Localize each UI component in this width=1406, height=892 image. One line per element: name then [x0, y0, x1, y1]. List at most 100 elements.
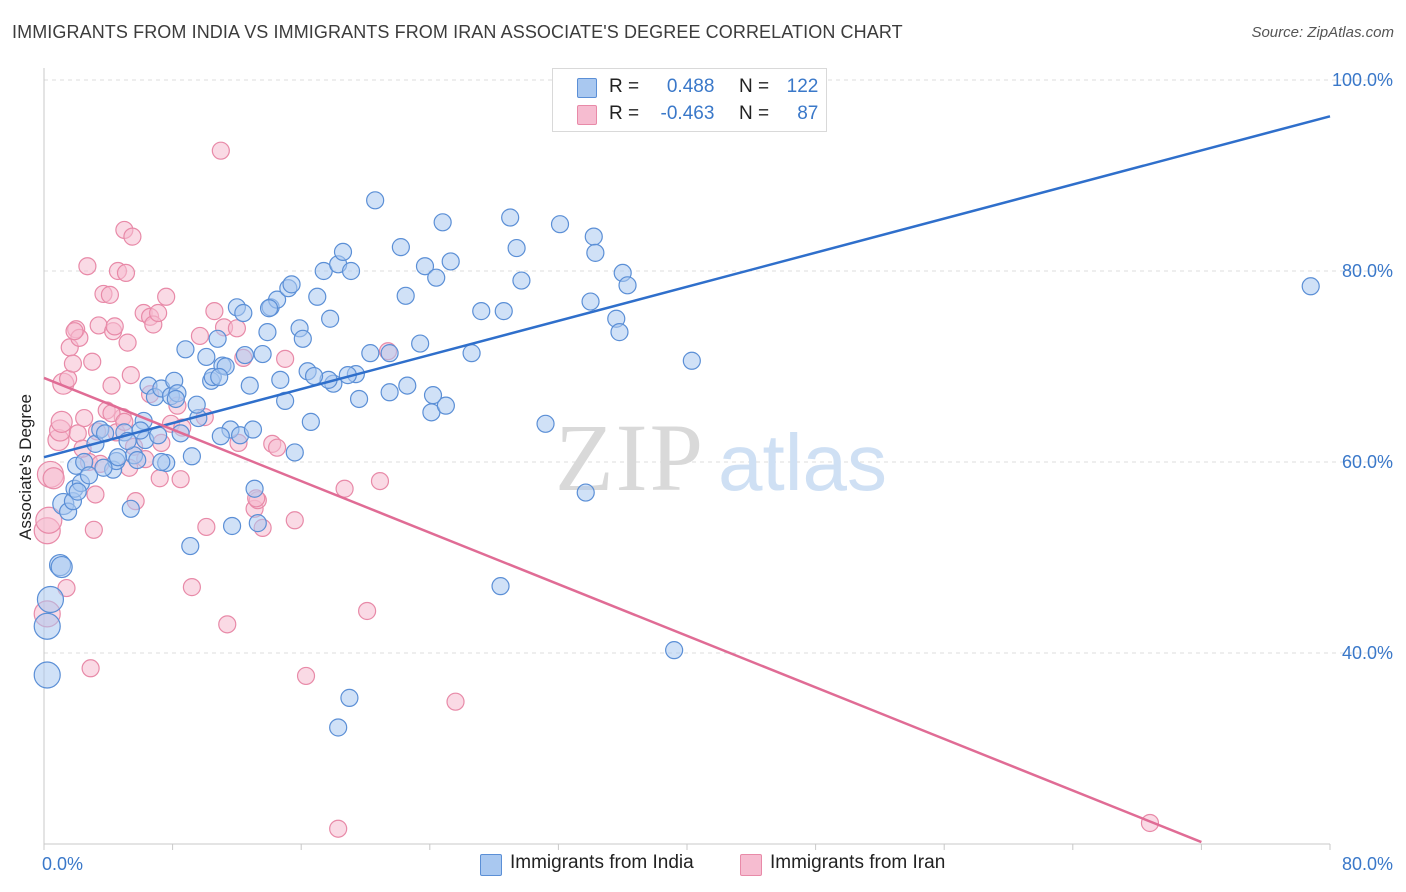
iran-point-19: [81, 659, 100, 678]
india-point-65: [321, 309, 340, 328]
iran-point-68: [285, 511, 304, 530]
india-point-57: [282, 275, 301, 294]
india-point-87: [494, 302, 513, 321]
correlation-legend: R = 0.488 N = 122 R = -0.463 N = 87: [552, 68, 827, 132]
india-point-104: [243, 420, 263, 439]
india-point-32: [176, 340, 195, 359]
iran-point-28: [102, 376, 121, 395]
iran-point-57: [211, 141, 230, 160]
iran-point-66: [267, 438, 287, 457]
iran-point-47: [150, 469, 169, 488]
india-point-78: [415, 257, 435, 276]
y-axis-label: Associate's Degree: [16, 394, 35, 540]
legend-swatch-india: [577, 78, 597, 98]
y-tick-label-2: 80.0%: [1342, 261, 1393, 281]
india-point-50: [253, 344, 272, 364]
iran-series: [33, 141, 1160, 838]
y-tick-label-1: 60.0%: [1342, 452, 1393, 472]
iran-point-59: [218, 615, 237, 634]
india-point-83: [441, 252, 460, 271]
india-point-94: [581, 292, 600, 311]
india-point-89: [507, 238, 526, 258]
iran-point-75: [446, 692, 465, 711]
x-tick-label-0: 0.0%: [42, 854, 83, 874]
iran-point-17: [78, 257, 97, 276]
iran-point-69: [296, 666, 316, 686]
iran-point-70: [329, 819, 348, 838]
iran-point-22: [86, 485, 105, 504]
iran-point-9: [57, 578, 76, 598]
india-point-88: [501, 208, 520, 227]
india-point-120: [187, 395, 206, 414]
india-point-98: [610, 323, 629, 342]
india-series: [33, 191, 1320, 737]
iran-point-46: [149, 303, 168, 323]
india-point-47: [240, 376, 259, 395]
iran-point-73: [370, 472, 390, 491]
iran-point-71: [335, 479, 354, 498]
india-point-33: [181, 536, 200, 556]
india-point-121: [152, 452, 171, 472]
iran-point-54: [190, 326, 210, 346]
iran-point-53: [182, 578, 201, 597]
india-point-101: [665, 641, 684, 660]
india-point-111: [94, 458, 113, 477]
bottom-legend-swatch-india: [480, 854, 502, 876]
india-point-36: [197, 347, 216, 367]
india-point-93: [576, 483, 595, 502]
india-point-125: [329, 718, 348, 737]
india-point-118: [423, 386, 443, 405]
india-point-92: [550, 215, 570, 234]
india-point-105: [380, 344, 399, 363]
iran-point-16: [75, 408, 94, 428]
india-point-62: [301, 412, 320, 431]
x-tick-label-1: 80.0%: [1342, 854, 1393, 874]
india-point-68: [333, 242, 353, 261]
india-point-113: [210, 367, 229, 387]
india-point-109: [68, 482, 87, 501]
trendlines: [43, 115, 1331, 844]
india-point-108: [108, 448, 128, 467]
iran-point-67: [276, 349, 295, 368]
india-point-103: [1301, 277, 1320, 296]
india-point-1: [33, 612, 61, 640]
india-point-72: [361, 344, 380, 363]
legend-iran-n-label: N =: [738, 103, 770, 124]
legend-iran-r-value: -0.463: [660, 103, 715, 124]
india-point-63: [308, 287, 327, 306]
india-point-54: [271, 370, 290, 389]
y-tick-label-3: 100.0%: [1332, 70, 1393, 90]
india-point-48: [245, 479, 264, 498]
india-point-84: [462, 344, 481, 363]
india-point-71: [349, 389, 369, 409]
india-point-110: [50, 555, 73, 579]
india-point-102: [682, 351, 701, 370]
iran-point-36: [118, 333, 137, 352]
iran-point-21: [84, 520, 103, 539]
iran-point-7: [50, 410, 73, 433]
india-point-43: [222, 516, 242, 536]
india-point-123: [340, 688, 359, 707]
iran-point-60: [227, 319, 246, 338]
india-point-69: [341, 261, 361, 281]
india-point-60: [293, 329, 312, 348]
iran-point-2: [35, 506, 63, 534]
bottom-legend-india-label: Immigrants from India: [510, 852, 694, 873]
legend-india-n-value: 122: [786, 76, 819, 97]
india-point-75: [391, 238, 410, 257]
india-point-20: [128, 450, 147, 470]
legend-iran-n-value: 87: [797, 103, 819, 124]
legend-iran-r-label: R =: [609, 103, 640, 124]
iran-point-55: [197, 517, 216, 537]
iran-point-14: [68, 424, 87, 443]
india-point-107: [166, 389, 185, 409]
india-point-74: [380, 383, 399, 402]
india-point-95: [584, 227, 603, 246]
iran-point-12: [63, 354, 83, 373]
india-point-116: [304, 366, 324, 386]
iran-point-56: [205, 302, 224, 321]
india-point-77: [411, 334, 430, 353]
india-point-76: [396, 286, 415, 305]
india-point-124: [211, 427, 230, 446]
india-point-18: [121, 499, 140, 518]
